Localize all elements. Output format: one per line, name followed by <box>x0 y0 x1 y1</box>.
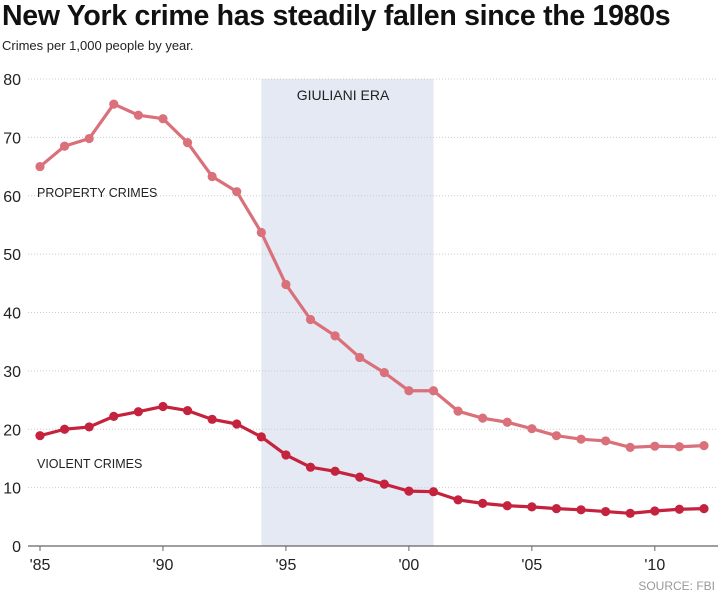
data-point-violent <box>330 466 340 476</box>
y-tick-label: 10 <box>3 481 21 498</box>
data-point-property <box>551 431 562 441</box>
data-point-property <box>207 171 217 182</box>
y-tick-label: 40 <box>3 306 21 323</box>
data-point-violent <box>182 405 193 416</box>
data-point-violent <box>478 498 488 508</box>
series-line-violent <box>38 404 706 515</box>
data-point-property <box>478 413 488 423</box>
data-point-violent <box>84 422 94 432</box>
data-point-violent <box>59 424 70 434</box>
data-point-violent <box>625 508 635 518</box>
data-point-violent <box>35 431 45 441</box>
data-point-property <box>330 331 340 341</box>
data-point-property <box>109 99 119 109</box>
data-point-violent <box>404 486 414 496</box>
series-label-property: PROPERTY CRIMES <box>37 186 157 200</box>
y-tick-label: 30 <box>3 364 21 381</box>
data-point-property <box>699 440 709 451</box>
data-point-violent <box>650 506 660 516</box>
data-point-property <box>404 386 414 396</box>
data-point-violent <box>158 401 168 412</box>
data-point-violent <box>551 504 562 514</box>
data-point-property <box>650 441 660 451</box>
data-point-property <box>453 406 463 416</box>
y-tick-label: 20 <box>3 422 21 439</box>
y-tick-label: 50 <box>3 247 21 264</box>
y-tick-label: 0 <box>12 539 21 556</box>
data-point-property <box>379 368 389 378</box>
data-point-violent <box>502 501 512 511</box>
data-point-violent <box>133 407 143 417</box>
y-tick-label: 60 <box>3 189 21 206</box>
data-point-violent <box>281 450 291 460</box>
data-point-property <box>576 434 586 444</box>
x-tick-label: '10 <box>644 557 665 574</box>
data-point-violent <box>232 419 242 429</box>
data-point-property <box>281 279 291 290</box>
data-point-violent <box>207 414 217 424</box>
data-point-violent <box>527 502 537 512</box>
data-point-property <box>527 424 537 434</box>
chart-subtitle: Crimes per 1,000 people by year. <box>2 38 194 53</box>
x-tick-label: '05 <box>521 557 542 574</box>
data-point-property <box>35 161 45 172</box>
data-point-property <box>158 114 168 124</box>
series-line-property <box>38 102 706 449</box>
data-point-violent <box>428 487 439 497</box>
y-tick-label: 70 <box>3 130 21 147</box>
data-point-violent <box>379 479 389 489</box>
source-note: SOURCE: FBI <box>638 579 715 593</box>
data-point-violent <box>699 504 709 514</box>
data-point-property <box>133 110 143 120</box>
y-tick-label: 80 <box>3 72 21 89</box>
data-point-property <box>625 442 635 452</box>
giuliani-era-band <box>261 79 434 546</box>
data-point-violent <box>109 411 119 422</box>
data-point-property <box>502 417 512 427</box>
data-point-property <box>355 352 365 363</box>
data-point-violent <box>256 432 266 442</box>
x-tick-label: '00 <box>398 557 419 574</box>
data-point-violent <box>305 462 316 472</box>
data-point-property <box>674 442 685 452</box>
highlight-label: GIULIANI ERA <box>297 87 390 103</box>
x-tick-label: '95 <box>275 557 296 574</box>
data-point-violent <box>576 505 586 515</box>
data-point-property <box>182 138 193 148</box>
data-point-violent <box>601 506 611 517</box>
data-point-property <box>59 141 70 151</box>
x-tick-label: '90 <box>153 557 174 574</box>
series-label-violent: VIOLENT CRIMES <box>37 457 142 471</box>
data-point-property <box>428 386 439 396</box>
data-point-violent <box>453 495 463 505</box>
data-point-property <box>256 227 266 238</box>
data-point-property <box>84 133 94 144</box>
data-point-violent <box>674 504 685 514</box>
data-point-violent <box>355 472 365 482</box>
data-point-property <box>232 187 242 197</box>
x-tick-label: '85 <box>30 557 51 574</box>
data-point-property <box>305 314 316 325</box>
chart-title: New York crime has steadily fallen since… <box>2 0 671 32</box>
data-point-property <box>601 436 611 446</box>
